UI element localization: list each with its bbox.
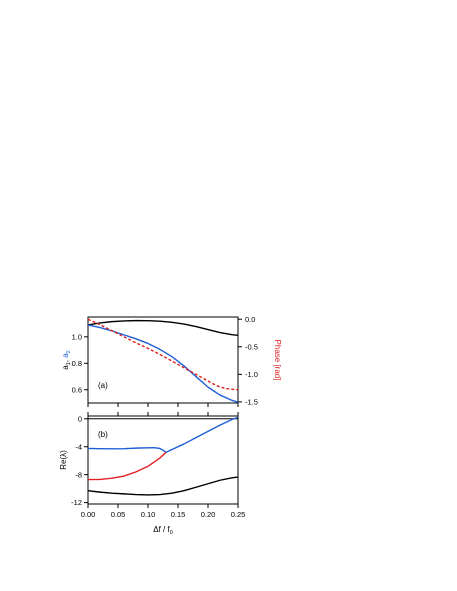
tick-label: 0.0: [245, 315, 255, 324]
series-line: [87, 319, 239, 336]
panel-a: 0.6 0.8 1.0 0.0 -0.5 -1.0 -1.5 (a) a1, a2 Pha…: [61, 315, 282, 407]
panel-a-series: [87, 318, 239, 404]
tick-label: 0.10: [141, 510, 156, 519]
tick-label: 0.20: [201, 510, 216, 519]
panel-a-right-ticks: 0.0 -0.5 -1.0 -1.5: [238, 315, 258, 406]
panel-a-frame: [87, 316, 239, 404]
panel-a-bottom-ticks: [87, 403, 239, 407]
tick-label: 0.15: [171, 510, 186, 519]
tick-label: 0.8: [72, 359, 82, 368]
tick-label: 0.25: [231, 510, 246, 519]
series-line: [87, 446, 167, 453]
panel-b-frame: [87, 415, 239, 505]
tick-label: -12: [71, 498, 82, 507]
series-line: [87, 318, 239, 391]
panel-b-ylabel: Re(λ): [59, 450, 68, 470]
tick-label: -8: [75, 470, 82, 479]
tick-label: 0.05: [111, 510, 126, 519]
tick-label: -1.0: [245, 370, 258, 379]
panel-b: 0 -4 -8 -12 0.00 0.05 0.10 0.15 0.20 0.25 (b) Re…: [59, 412, 245, 536]
panel-b-series: [87, 416, 239, 496]
panel-a-ylabel: a1, a2: [61, 350, 72, 369]
tick-label: 0.6: [72, 385, 82, 394]
panel-a-y2label: Phase [rad]: [273, 340, 282, 381]
tick-label: -0.5: [245, 342, 258, 351]
panel-b-xlabel: Δf / f0: [153, 525, 173, 536]
panel-a-left-ticks: 0.6 0.8 1.0: [72, 332, 88, 394]
series-line: [87, 324, 239, 404]
series-line: [87, 476, 239, 496]
panel-b-bottom-ticks: 0.00 0.05 0.10 0.15 0.20 0.25: [81, 504, 246, 519]
tick-label: -4: [75, 442, 82, 451]
tick-label: 0.00: [81, 510, 96, 519]
series-line: [87, 451, 167, 481]
panel-b-label: (b): [98, 430, 108, 439]
panel-a-label: (a): [98, 381, 108, 390]
tick-label: 1.0: [72, 332, 82, 341]
panel-b-top-ticks: [87, 412, 239, 416]
tick-label: 0: [78, 414, 82, 423]
panel-b-left-ticks: 0 -4 -8 -12: [71, 414, 88, 507]
tick-label: -1.5: [245, 397, 258, 406]
series-line: [165, 416, 239, 453]
